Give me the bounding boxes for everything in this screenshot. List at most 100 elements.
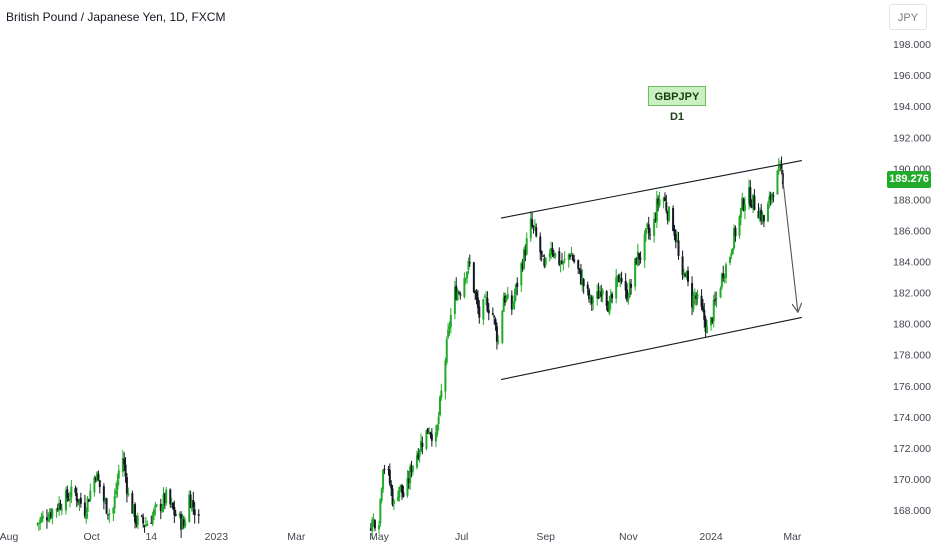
candle-body xyxy=(60,509,63,511)
candle-body xyxy=(124,464,127,477)
candle-body xyxy=(687,270,690,282)
candle-body xyxy=(418,450,421,457)
candle-body xyxy=(131,493,134,514)
candle-body xyxy=(531,219,534,227)
candle-body xyxy=(550,248,553,256)
candle-body xyxy=(749,187,752,206)
candle-body xyxy=(692,295,695,310)
candle-body xyxy=(115,490,118,495)
candle-body xyxy=(620,278,623,282)
candle-body xyxy=(159,503,162,511)
candle-body xyxy=(592,300,595,303)
price-tick-label: 198.000 xyxy=(893,39,931,51)
candle-body xyxy=(478,306,481,318)
currency-selector[interactable]: JPY xyxy=(889,4,927,30)
candle-body xyxy=(392,500,395,504)
candle-body xyxy=(189,494,192,508)
candle-body xyxy=(676,239,679,241)
candle-body xyxy=(638,252,641,260)
candle-body xyxy=(116,480,119,490)
candle-body xyxy=(104,499,107,501)
candle-body xyxy=(639,258,642,260)
candle-body xyxy=(146,523,149,526)
candle-body xyxy=(406,478,409,496)
candle-body xyxy=(165,489,168,503)
candle-body xyxy=(643,234,646,261)
candle-body xyxy=(396,496,399,501)
candle-body xyxy=(121,458,124,473)
candle-body xyxy=(169,489,172,505)
candle-body xyxy=(379,499,382,524)
candle-body xyxy=(729,257,732,263)
candle-body xyxy=(750,204,753,208)
candle-body xyxy=(560,260,563,264)
candle-body xyxy=(66,489,69,499)
channel-trendline[interactable] xyxy=(500,316,802,381)
candle-body xyxy=(464,278,467,280)
candle-body xyxy=(487,309,490,314)
candle-body xyxy=(436,424,439,435)
price-tick-label: 196.000 xyxy=(893,70,931,82)
candle-body xyxy=(520,263,523,286)
candle-body xyxy=(630,283,633,288)
candle-body xyxy=(178,513,181,517)
candle-body xyxy=(514,284,517,295)
candle-body xyxy=(757,210,760,219)
candle-body xyxy=(682,272,685,275)
candle-body xyxy=(453,286,456,314)
candle-body xyxy=(380,488,383,501)
candle-body xyxy=(635,258,638,265)
candle-body xyxy=(777,165,780,172)
candle-body xyxy=(722,273,725,279)
candle-body xyxy=(510,295,513,310)
candle-body xyxy=(532,226,535,228)
candle-body xyxy=(739,208,742,218)
candle-body xyxy=(541,255,544,257)
candle-body xyxy=(654,219,657,221)
candle-body xyxy=(112,507,115,514)
candle-body xyxy=(47,520,50,522)
candle-body xyxy=(56,507,59,510)
projection-arrow[interactable] xyxy=(780,168,798,311)
candle-body xyxy=(731,248,734,255)
price-tick-label: 174.000 xyxy=(893,412,931,424)
candle-body xyxy=(615,277,618,299)
candle-body xyxy=(459,293,462,296)
candle-body xyxy=(68,498,71,500)
candle-body xyxy=(96,472,99,482)
candle-body xyxy=(571,254,574,260)
price-tick-label: 192.000 xyxy=(893,132,931,144)
candle-body xyxy=(75,493,78,501)
time-tick-label: Mar xyxy=(287,531,306,543)
candle-body xyxy=(449,314,452,328)
candle-body xyxy=(705,326,708,334)
candle-body xyxy=(577,260,580,269)
candle-body xyxy=(589,295,592,299)
candle-body xyxy=(399,484,402,488)
candle-body xyxy=(79,497,82,504)
candle-body xyxy=(734,228,737,237)
candle-body xyxy=(410,465,413,473)
candle-body xyxy=(105,498,108,514)
candle-body xyxy=(117,470,120,479)
candle-body xyxy=(369,528,372,531)
candle-body xyxy=(715,297,718,300)
candle-body xyxy=(494,319,497,326)
candle-body xyxy=(37,522,40,524)
channel-trendline[interactable] xyxy=(500,160,802,219)
candle-body xyxy=(712,299,715,322)
candle-body xyxy=(626,289,629,301)
candle-body xyxy=(85,513,88,518)
candle-body xyxy=(502,297,505,312)
candle-body xyxy=(417,453,420,459)
candle-body xyxy=(616,275,619,280)
candle-body xyxy=(677,240,680,256)
candle-body xyxy=(586,284,589,289)
last-price-tag: 189.276 xyxy=(887,171,931,188)
candle-body xyxy=(578,268,581,270)
price-tick-label: 168.000 xyxy=(893,505,931,517)
candle-body xyxy=(170,502,173,504)
candle-body xyxy=(425,430,428,449)
candle-body xyxy=(113,496,116,508)
